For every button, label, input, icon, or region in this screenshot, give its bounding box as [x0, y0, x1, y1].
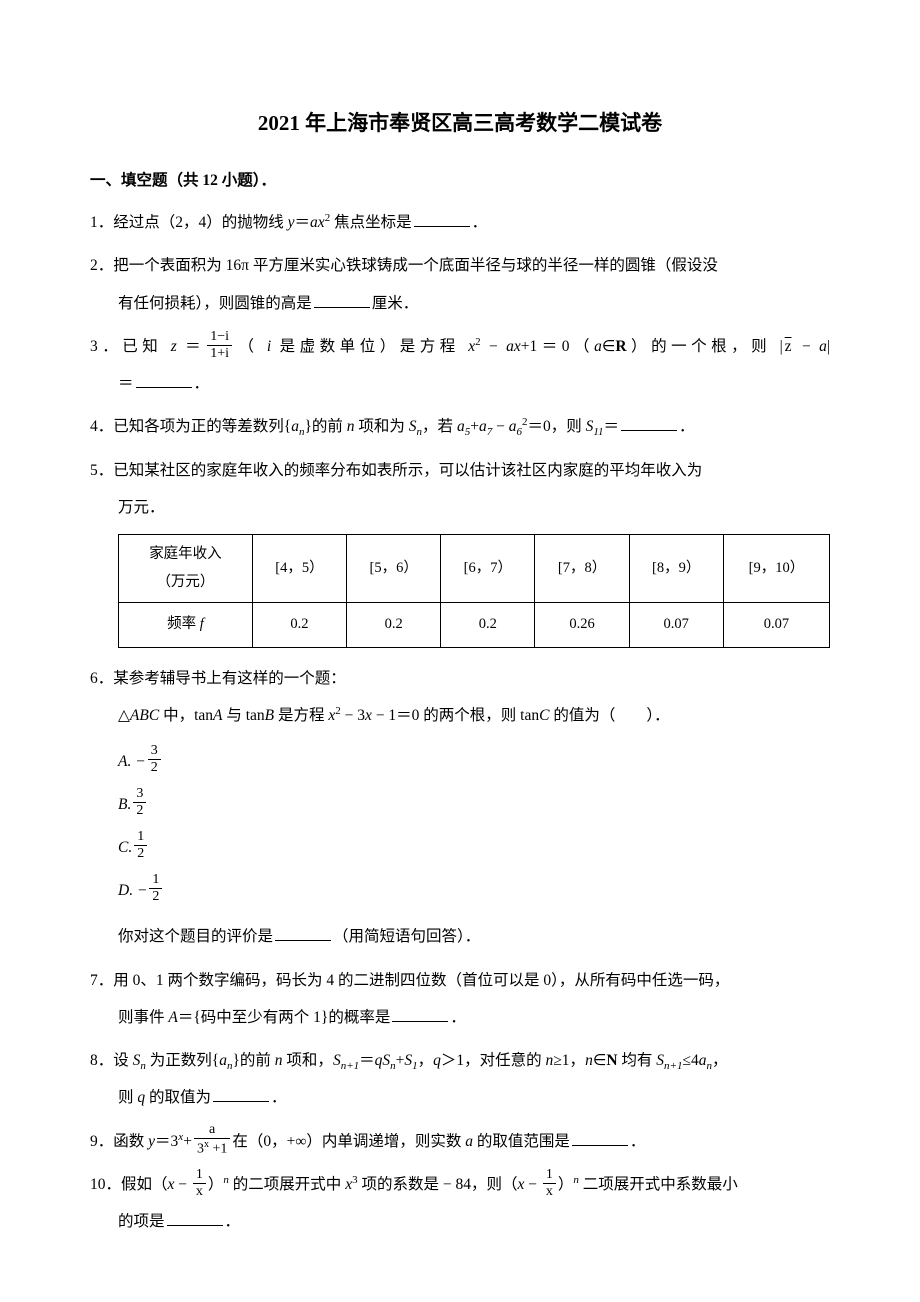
q9-text: 9．函数 — [90, 1133, 148, 1150]
q3-text: 3．已知 — [90, 338, 171, 355]
table-cell: 频率 f — [119, 603, 253, 648]
table-header: 家庭年收入 （万元） — [119, 535, 253, 603]
table-cell: 0.07 — [723, 603, 829, 648]
q4-text: 4．已知各项为正的等差数列{ — [90, 418, 291, 435]
question-9: 9．函数 y＝3x+a3x +1在（0，+∞）内单调递增，则实数 a 的取值范围… — [90, 1123, 830, 1160]
table-header: [5，6） — [347, 535, 441, 603]
table-header: [8，9） — [629, 535, 723, 603]
page-title: 2021 年上海市奉贤区高三高考数学二模试卷 — [90, 100, 830, 146]
table-header: [6，7） — [441, 535, 535, 603]
table-cell: 0.26 — [535, 603, 629, 648]
q6-text: 6．某参考辅导书上有这样的一个题： — [90, 670, 346, 687]
blank — [167, 1209, 223, 1226]
table-header: [4，5） — [252, 535, 346, 603]
question-3: 3．已知 z ＝1−i1+i（ i 是虚数单位）是方程 x2 − ax+1＝0（… — [90, 328, 830, 402]
table-cell: 0.2 — [347, 603, 441, 648]
q5-text: 5．已知某社区的家庭年收入的频率分布如表所示，可以估计该社区内家庭的平均年收入为 — [90, 462, 702, 479]
option-b: B. 32 — [90, 789, 830, 820]
question-8: 8．设 Sn 为正数列{an}的前 n 项和，Sn+1＝qSn+S1，q＞1，对… — [90, 1042, 830, 1117]
option-c: C. 12 — [90, 832, 830, 863]
q7-text: 7．用 0、1 两个数字编码，码长为 4 的二进制四位数（首位可以是 0），从所… — [90, 972, 729, 989]
table-cell: 0.07 — [629, 603, 723, 648]
option-a: A. −32 — [90, 746, 830, 777]
question-1: 1．经过点（2，4）的抛物线 y＝ax2 焦点坐标是． — [90, 204, 830, 241]
question-7: 7．用 0、1 两个数字编码，码长为 4 的二进制四位数（首位可以是 0），从所… — [90, 962, 830, 1036]
blank — [392, 1005, 448, 1022]
table-header: [7，8） — [535, 535, 629, 603]
question-2: 2．把一个表面积为 16π 平方厘米实心铁球铸成一个底面半径与球的半径一样的圆锥… — [90, 247, 830, 321]
blank — [414, 210, 470, 227]
blank — [314, 291, 370, 308]
table-header: [9，10） — [723, 535, 829, 603]
question-5: 5．已知某社区的家庭年收入的频率分布如表所示，可以估计该社区内家庭的平均年收入为… — [90, 452, 830, 526]
q8-text: 8．设 — [90, 1052, 133, 1069]
question-6: 6．某参考辅导书上有这样的一个题： △ABC 中，tanA 与 tanB 是方程… — [90, 660, 830, 956]
q10-text: 10．假如（ — [90, 1176, 168, 1193]
frequency-table: 家庭年收入 （万元） [4，5） [5，6） [6，7） [7，8） [8，9）… — [118, 534, 830, 648]
q1-text: 1．经过点（2，4）的抛物线 — [90, 214, 288, 231]
blank — [213, 1085, 269, 1102]
table-cell: 0.2 — [441, 603, 535, 648]
question-10: 10．假如（x − 1x）n 的二项展开式中 x3 项的系数是 − 84，则（x… — [90, 1166, 830, 1240]
q2-text: 2．把一个表面积为 16π 平方厘米实心铁球铸成一个底面半径与球的半径一样的圆锥… — [90, 257, 718, 274]
blank — [572, 1129, 628, 1146]
blank — [621, 414, 677, 431]
section-header: 一、填空题（共 12 小题）． — [90, 164, 830, 198]
blank — [275, 924, 331, 941]
question-4: 4．已知各项为正的等差数列{an}的前 n 项和为 Sn，若 a5+a7 − a… — [90, 408, 830, 445]
option-d: D. −12 — [90, 875, 830, 906]
blank — [136, 371, 192, 388]
table-cell: 0.2 — [252, 603, 346, 648]
